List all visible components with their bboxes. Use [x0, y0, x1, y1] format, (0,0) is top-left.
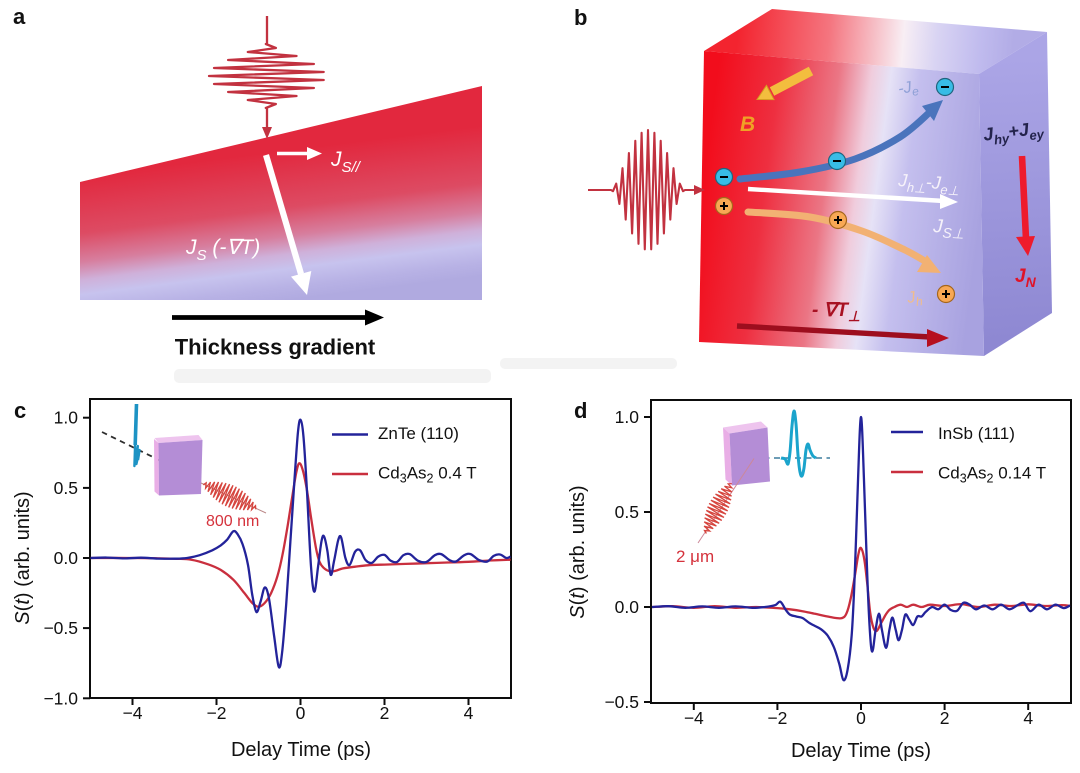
svg-text:−2: −2 [767, 708, 787, 728]
svg-text:S(t) (arb. units): S(t) (arb. units) [567, 485, 589, 618]
svg-text:0.5: 0.5 [54, 478, 78, 498]
svg-text:−4: −4 [123, 703, 143, 723]
svg-text:InSb (111): InSb (111) [938, 424, 1015, 443]
svg-text:a: a [13, 4, 26, 29]
svg-text:−4: −4 [684, 708, 704, 728]
svg-text:0.5: 0.5 [615, 502, 639, 522]
svg-text:d: d [574, 398, 587, 423]
svg-text:0.0: 0.0 [615, 597, 640, 617]
svg-text:Thickness gradient: Thickness gradient [175, 335, 376, 360]
svg-text:4: 4 [1023, 708, 1033, 728]
svg-text:2 μm: 2 μm [676, 547, 714, 566]
svg-text:0: 0 [856, 708, 866, 728]
svg-text:−1.0: −1.0 [43, 688, 78, 708]
svg-text:−2: −2 [207, 703, 227, 723]
svg-text:Jh: Jh [905, 288, 924, 310]
svg-text:c: c [14, 398, 26, 423]
svg-text:B: B [740, 113, 755, 136]
svg-text:0: 0 [296, 703, 306, 723]
svg-text:−0.5: −0.5 [604, 692, 639, 712]
svg-text:1.0: 1.0 [54, 408, 79, 428]
svg-text:800 nm: 800 nm [206, 513, 259, 530]
svg-text:2: 2 [940, 708, 950, 728]
svg-text:Cd3As2 0.4 T: Cd3As2 0.4 T [378, 464, 477, 486]
svg-text:S(t) (arb. units): S(t) (arb. units) [12, 491, 34, 624]
svg-text:Delay Time (ps): Delay Time (ps) [791, 740, 931, 762]
svg-text:4: 4 [464, 703, 474, 723]
svg-text:-Je: -Je [897, 78, 920, 101]
svg-text:−0.5: −0.5 [43, 618, 78, 638]
svg-text:1.0: 1.0 [615, 407, 640, 427]
svg-text:0.0: 0.0 [54, 548, 79, 568]
svg-text:b: b [574, 5, 587, 30]
svg-text:2: 2 [380, 703, 390, 723]
svg-text:ZnTe (110): ZnTe (110) [378, 424, 459, 443]
svg-text:Delay Time (ps): Delay Time (ps) [231, 739, 371, 761]
